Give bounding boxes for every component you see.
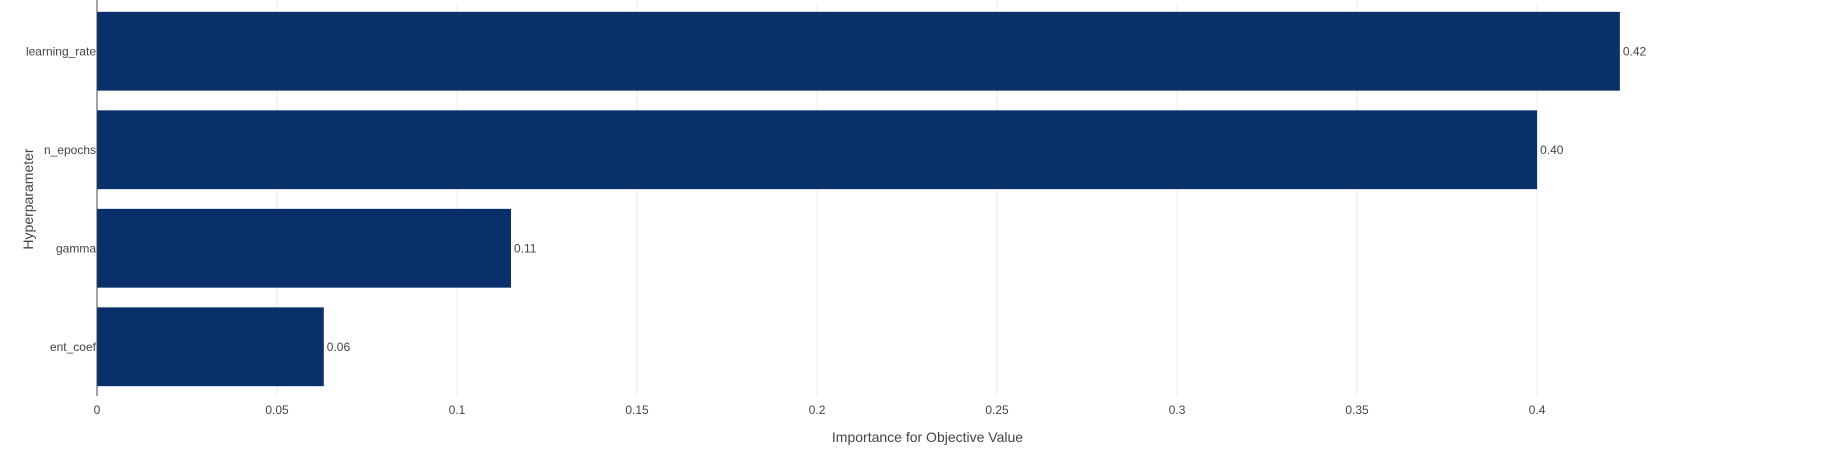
bar-ent-coef (97, 307, 324, 387)
x-tick-label: 0.25 (985, 403, 1009, 417)
category-label: n_epochs (44, 143, 96, 157)
category-label: gamma (56, 241, 96, 255)
x-tick-label: 0 (94, 403, 101, 417)
x-axis-title: Importance for Objective Value (832, 429, 1023, 445)
bar-value-label: 0.42 (1623, 44, 1647, 58)
bars (97, 11, 1620, 387)
bar-value-label: 0.40 (1540, 143, 1564, 157)
x-tick-label: 0.05 (265, 403, 289, 417)
x-tick-label: 0.15 (625, 403, 649, 417)
x-tick-label: 0.35 (1345, 403, 1369, 417)
x-tick-label: 0.4 (1529, 403, 1546, 417)
category-label: learning_rate (26, 44, 96, 58)
bar-n-epochs (97, 110, 1538, 190)
category-label: ent_coef (50, 340, 97, 354)
bar-gamma (97, 208, 512, 288)
x-tick-label: 0.1 (449, 403, 466, 417)
bar-learning-rate (97, 11, 1620, 91)
bar-value-label: 0.11 (514, 241, 537, 255)
bar-value-label: 0.06 (327, 340, 351, 354)
x-tick-label: 0.2 (809, 403, 826, 417)
labels: 0 0.05 0.1 0.15 0.2 0.25 0.3 0.35 0.4 learning_ra… (26, 44, 1647, 417)
y-axis-title: Hyperparameter (20, 148, 36, 249)
x-tick-label: 0.3 (1169, 403, 1186, 417)
